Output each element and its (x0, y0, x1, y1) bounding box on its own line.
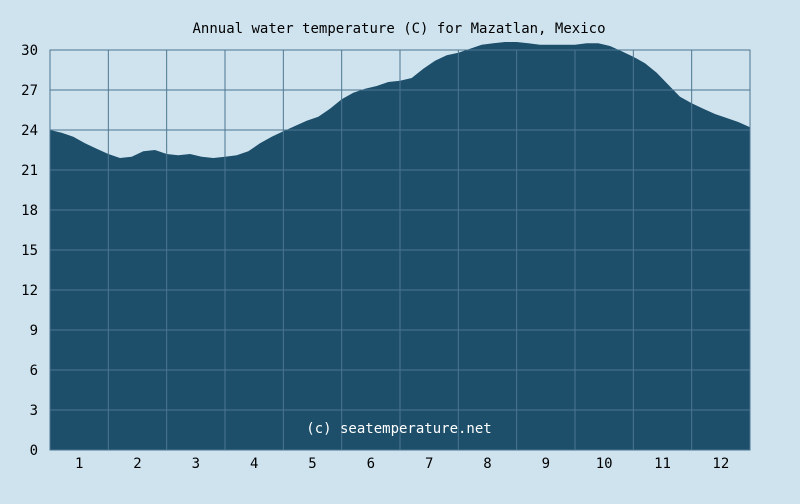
x-tick-label: 1 (75, 456, 83, 472)
x-tick-label: 3 (192, 456, 200, 472)
x-tick-label: 2 (133, 456, 141, 472)
y-tick-label: 24 (21, 123, 38, 139)
y-axis-ticks: 0 3 6 9 12 15 18 21 24 27 30 (21, 43, 38, 459)
y-tick-label: 18 (21, 203, 38, 219)
x-axis-ticks: 1 2 3 4 5 6 7 8 9 10 11 12 (75, 456, 729, 472)
y-tick-label: 27 (21, 83, 38, 99)
plot-area (49, 42, 751, 451)
x-tick-label: 5 (308, 456, 316, 472)
x-tick-label: 9 (542, 456, 550, 472)
x-tick-label: 4 (250, 456, 258, 472)
x-tick-label: 6 (367, 456, 375, 472)
x-tick-label: 12 (712, 456, 729, 472)
y-tick-label: 15 (21, 243, 38, 259)
x-tick-label: 10 (596, 456, 613, 472)
y-tick-label: 12 (21, 283, 38, 299)
y-tick-label: 21 (21, 163, 38, 179)
y-tick-label: 3 (30, 403, 38, 419)
x-tick-label: 11 (654, 456, 671, 472)
y-tick-label: 30 (21, 43, 38, 59)
y-tick-label: 9 (30, 323, 38, 339)
chart-title: Annual water temperature (C) for Mazatla… (192, 21, 605, 37)
y-tick-label: 0 (30, 443, 38, 459)
y-tick-label: 6 (30, 363, 38, 379)
x-tick-label: 7 (425, 456, 433, 472)
plot-border (49, 49, 751, 451)
x-tick-label: 8 (483, 456, 491, 472)
watermark-text: (c) seatemperature.net (306, 421, 491, 437)
